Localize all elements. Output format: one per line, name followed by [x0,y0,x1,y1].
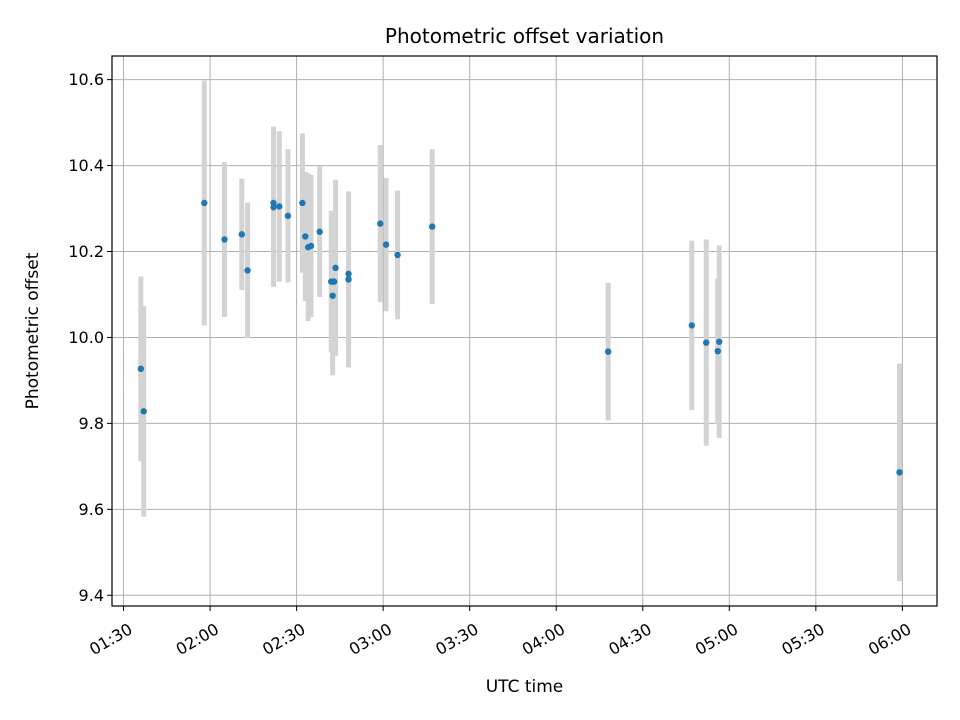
x-axis-title: UTC time [486,677,564,697]
data-point [140,408,147,415]
data-point [714,347,721,355]
data-point [270,199,277,207]
data-point [332,264,339,272]
y-tick-label: 10.4 [68,156,104,175]
data-point [428,223,436,230]
y-axis-title: Photometric offset [23,252,43,409]
data-point [329,292,336,299]
data-point [276,203,283,210]
data-point [394,251,401,259]
y-tick-label: 10.2 [68,242,104,261]
data-point [345,276,352,283]
data-point [244,267,251,274]
data-point [238,231,246,238]
plot-frame [111,55,938,607]
y-tick-label: 10.0 [68,328,104,347]
data-point [688,322,696,329]
data-point [330,278,338,285]
data-point [221,236,228,243]
data-point [299,199,306,207]
data-point [137,365,145,373]
grid [112,56,937,606]
y-axis: 9.4 9.6 9.8 10.0 10.2 10.4 10.6 [68,70,112,605]
data-point [201,199,208,207]
data-point [284,212,292,220]
y-tick-label: 9.6 [79,500,104,519]
data-points [137,199,903,476]
y-tick-label: 10.6 [68,70,104,89]
data-point [377,220,384,227]
y-tick-label: 9.8 [79,414,104,433]
data-point [302,233,309,240]
data-point [716,338,723,345]
data-point [382,241,390,248]
data-point [896,469,903,476]
y-tick-label: 9.4 [79,586,104,605]
chart-title: Photometric offset variation [385,24,664,48]
data-point [307,242,315,250]
data-point [316,228,323,235]
data-point [604,348,612,355]
data-point [345,270,352,278]
data-point [703,339,710,346]
